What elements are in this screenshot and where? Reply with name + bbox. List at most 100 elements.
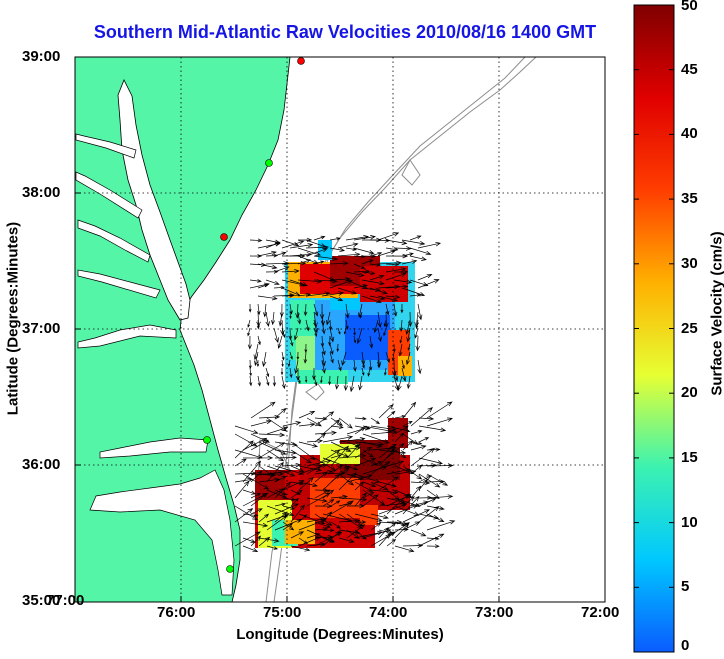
velocity-arrow [242,512,259,518]
velocity-arrow [385,284,409,289]
velocity-arrow [385,267,407,273]
velocity-arrow [409,247,432,256]
velocity-arrow [377,327,383,343]
velocity-arrow [330,521,342,529]
velocity-arrow [354,427,366,435]
velocity-arrow [274,518,303,531]
velocity-arrow [293,327,299,341]
velocity-arrow [378,529,394,535]
velocity-arrow [426,494,454,499]
velocity-arrow [394,425,409,435]
velocity-arrow [298,481,318,488]
y-tick-label: 36:00 [22,456,61,473]
velocity-arrow [290,449,312,464]
velocity-arrow [345,247,358,251]
velocity-arrow [250,492,268,507]
velocity-arrow [266,515,288,531]
velocity-arrow [250,508,263,515]
velocity-arrow [261,351,267,368]
colorbar-tick-label: 40 [681,125,698,143]
velocity-arrow [361,359,365,369]
velocity-arrow [338,417,353,429]
velocity-arrow [256,319,260,330]
velocity-arrow [258,441,287,455]
velocity-arrow [329,343,334,355]
velocity-arrow [265,311,270,327]
velocity-arrow [394,432,405,443]
velocity-arrow [314,411,335,427]
velocity-arrow [405,319,411,335]
y-tick-label: 35:00 [22,592,61,609]
x-tick-label: 73:00 [475,604,514,621]
velocity-arrow [362,481,377,488]
velocity-arrow [394,527,409,532]
velocity-arrow [426,417,453,427]
velocity-arrow [337,359,342,372]
velocity-arrow [385,262,400,267]
velocity-arrow [281,327,286,339]
velocity-arrow [397,375,403,392]
velocity-arrow [234,433,258,447]
velocity-arrow [289,351,293,360]
velocity-arrow [242,521,269,528]
velocity-arrow [313,375,318,387]
velocity-arrow [417,359,422,375]
colorbar [633,4,675,653]
velocity-arrow [266,461,284,483]
velocity-arrow [410,441,423,446]
velocity-arrow [386,522,397,531]
velocity-arrow [418,498,437,507]
velocity-arrow [289,242,314,249]
velocity-arrow [256,359,260,368]
x-tick-label: 76:00 [157,604,196,621]
velocity-arrow [378,476,399,491]
velocity-arrow [410,406,433,427]
velocity-arrow [426,536,440,541]
velocity-arrow [338,436,366,443]
velocity-arrow [354,481,374,492]
radar-station-marker [297,57,305,65]
velocity-arrow [418,473,441,488]
velocity-arrow [297,375,301,385]
velocity-arrow [377,359,381,369]
velocity-arrow [362,489,386,506]
velocity-arrow [306,533,321,539]
velocity-arrow [328,335,332,347]
velocity-arrow [265,279,280,286]
velocity-arrow [266,426,289,435]
velocity-arrow [354,520,367,524]
velocity-arrow [273,327,279,344]
velocity-arrow [274,481,292,499]
velocity-arrow [298,410,316,419]
velocity-arrow [329,327,335,343]
land-mass [75,57,291,602]
velocity-arrow [256,311,261,328]
velocity-arrow [349,375,355,393]
velocity-arrow [290,489,303,499]
colorbar-tick-label: 35 [681,190,698,208]
velocity-arrow [281,261,307,266]
velocity-arrow [234,480,250,499]
velocity-arrow [377,232,400,241]
velocity-arrow [322,470,346,476]
velocity-arrow [402,509,431,523]
velocity-arrow [361,279,385,286]
velocity-arrow [362,433,390,444]
velocity-arrow [334,375,340,390]
velocity-arrow [361,295,382,304]
x-tick-label: 72:00 [581,604,620,621]
velocity-arrow [273,266,290,273]
velocity-arrow [330,417,344,426]
colorbar-tick-label: 20 [681,384,698,402]
velocity-arrow [401,287,426,297]
velocity-arrow [281,359,284,368]
velocity-arrow [257,283,269,289]
x-axis-label: Longitude (Degrees:Minutes) [236,626,444,643]
velocity-arrow [426,544,440,549]
colorbar-tick-label: 45 [681,60,698,78]
velocity-arrow [418,416,435,421]
velocity-arrow [278,311,283,327]
velocity-arrow [414,327,419,339]
velocity-arrow [329,295,344,302]
colorbar-tick-label: 50 [681,0,698,14]
